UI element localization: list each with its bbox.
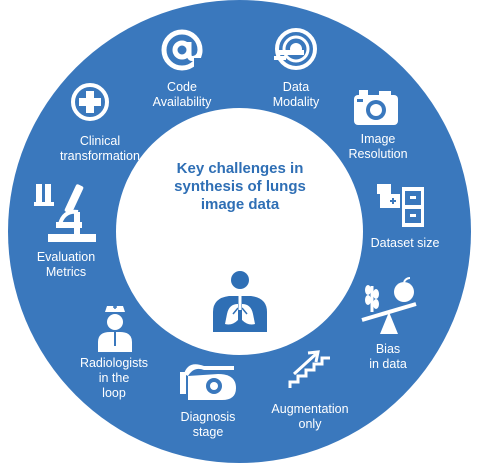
segment-label-image-resolution: Image Resolution: [348, 132, 408, 161]
microscope-icon: [34, 182, 100, 244]
nurse-icon: [94, 304, 136, 352]
patient-head-icon: [178, 356, 240, 402]
at-sign-icon: [158, 28, 206, 72]
file-cabinet-icon: [375, 182, 427, 228]
lungs-person-icon: [205, 268, 275, 332]
segment-label-bias-in-data: Bias in data: [369, 342, 407, 371]
segment-label-diagnosis-stage: Diagnosis stage: [180, 410, 236, 439]
segment-label-augmentation-only: Augmentation only: [271, 402, 349, 431]
segment-label-radiologists-in-the-loop: Radiologists in the loop: [79, 356, 149, 400]
segment-label-dataset-size: Dataset size: [370, 236, 440, 250]
scanner-icon: [272, 26, 320, 72]
center-title: Key challenges in synthesis of lungs ima…: [174, 160, 306, 213]
medical-cross-icon: [70, 82, 110, 122]
segment-label-clinical-transformation: Clinical transformation: [60, 134, 140, 163]
segment-label-code-availability: Code Availability: [152, 80, 212, 109]
stairs-arrow-icon: [288, 350, 332, 390]
segment-label-data-modality: Data Modality: [272, 80, 320, 109]
balance-scale-icon: [358, 276, 420, 336]
segment-label-evaluation-metrics: Evaluation Metrics: [36, 250, 96, 279]
camera-icon: [353, 88, 399, 126]
